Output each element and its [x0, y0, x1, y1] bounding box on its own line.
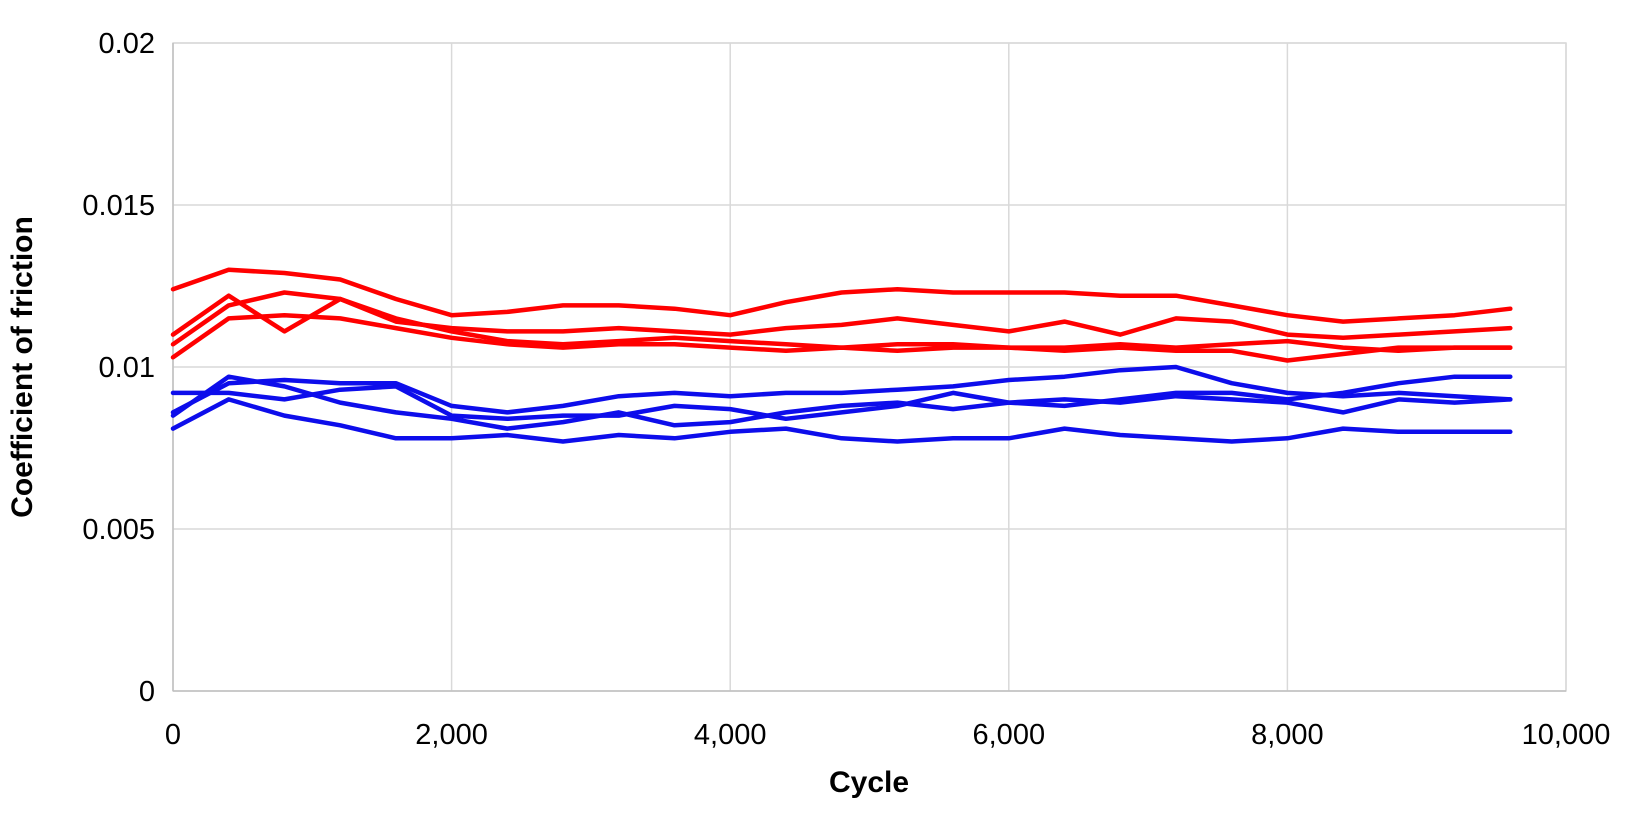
- series-line-red-1: [170, 267, 1513, 324]
- y-tick-label: 0: [139, 676, 155, 708]
- axis-tick-labels: 0 0.005 0.01 0.015 0.02 0 2,000 4,000 6,000 8,000…: [82, 28, 1610, 751]
- gridlines: [172, 42, 1567, 692]
- series-line-blue-4: [170, 397, 1513, 444]
- x-tick-label: 0: [165, 719, 181, 751]
- series-line-blue-1: [170, 364, 1513, 415]
- y-axis-title: Coefficient of friction: [6, 216, 39, 518]
- x-tick-label: 10,000: [1522, 719, 1611, 751]
- series-line-red-2: [170, 290, 1513, 347]
- x-tick-label: 2,000: [415, 719, 488, 751]
- y-tick-label: 0.02: [99, 28, 155, 60]
- y-tick-label: 0.01: [99, 352, 155, 384]
- y-tick-label: 0.015: [82, 190, 155, 222]
- x-tick-label: 4,000: [694, 719, 767, 751]
- x-tick-label: 6,000: [973, 719, 1046, 751]
- x-tick-label: 8,000: [1251, 719, 1324, 751]
- series-line-blue-2: [170, 374, 1513, 422]
- series-line-red-4: [170, 312, 1513, 363]
- y-tick-label: 0.005: [82, 514, 155, 546]
- series-line-blue-3: [170, 374, 1513, 431]
- x-axis-title: Cycle: [829, 766, 909, 799]
- series-lines: [170, 267, 1513, 444]
